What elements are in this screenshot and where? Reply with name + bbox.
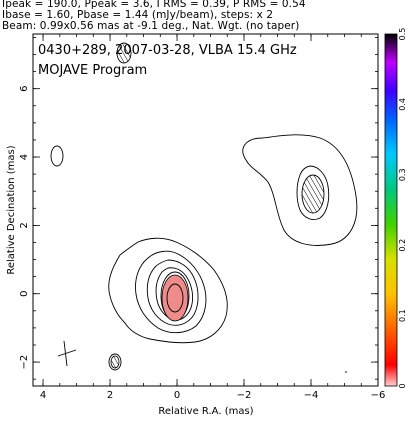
restoring-beam — [110, 355, 120, 369]
core-polarization — [161, 274, 189, 322]
x-axis-label: Relative R.A. (mas) — [158, 406, 253, 417]
polarization-cross-a — [57, 349, 77, 357]
island-contour-2 — [108, 353, 122, 371]
y-tick-label: 2 — [19, 222, 30, 228]
marker-dot — [345, 371, 347, 373]
core-contour-1 — [108, 237, 228, 344]
jet-contour-outer — [242, 134, 358, 246]
y-axis-label: Relative Decination (mas) — [6, 145, 17, 274]
hatched-blob — [116, 42, 132, 64]
colorbar-tick-label: 0.4 — [398, 98, 407, 111]
jet-knot — [301, 174, 325, 214]
x-tick-label: −4 — [304, 390, 319, 401]
y-tick-label: −2 — [19, 355, 30, 370]
core-peak-contour — [166, 283, 184, 313]
core-contour-3 — [146, 259, 199, 326]
x-tick-label: 2 — [107, 390, 113, 401]
colorbar-tick-label: 0.3 — [398, 168, 407, 181]
colorbar — [384, 33, 398, 387]
jet-contour-inner — [296, 165, 330, 221]
chart-subtitle: MOJAVE Program — [38, 63, 147, 78]
x-tick-label: 4 — [40, 390, 46, 401]
x-tick-label: −2 — [237, 390, 252, 401]
colorbar-tick-label: 0.1 — [398, 309, 407, 322]
core-contour-4 — [155, 267, 194, 321]
header-line-1: Ipeak = 190.0, Ppeak = 3.6, I RMS = 0.39… — [2, 0, 306, 10]
chart-title: 0430+289, 2007-03-28, VLBA 15.4 GHz — [38, 43, 297, 58]
colorbar-tick-label: 0.2 — [398, 239, 407, 252]
x-tick-label: −6 — [371, 390, 386, 401]
plot-frame — [32, 33, 379, 387]
y-tick-label: 4 — [19, 154, 30, 160]
y-tick-label: 6 — [19, 85, 30, 91]
island-contour-1 — [50, 145, 64, 167]
polarization-cross-b — [63, 340, 68, 367]
colorbar-tick-label: 0 — [398, 383, 407, 388]
colorbar-tick-label: 0.5 — [398, 28, 407, 41]
core-contour-2 — [135, 250, 207, 334]
y-tick-label: 0 — [19, 291, 30, 297]
header-line-3: Beam: 0.99x0.56 mas at -9.1 deg., Nat. W… — [2, 20, 300, 32]
x-tick-label: 0 — [174, 390, 180, 401]
header-line-2: Ibase = 1.60, Pbase = 1.44 (mJy/beam), s… — [2, 9, 274, 21]
